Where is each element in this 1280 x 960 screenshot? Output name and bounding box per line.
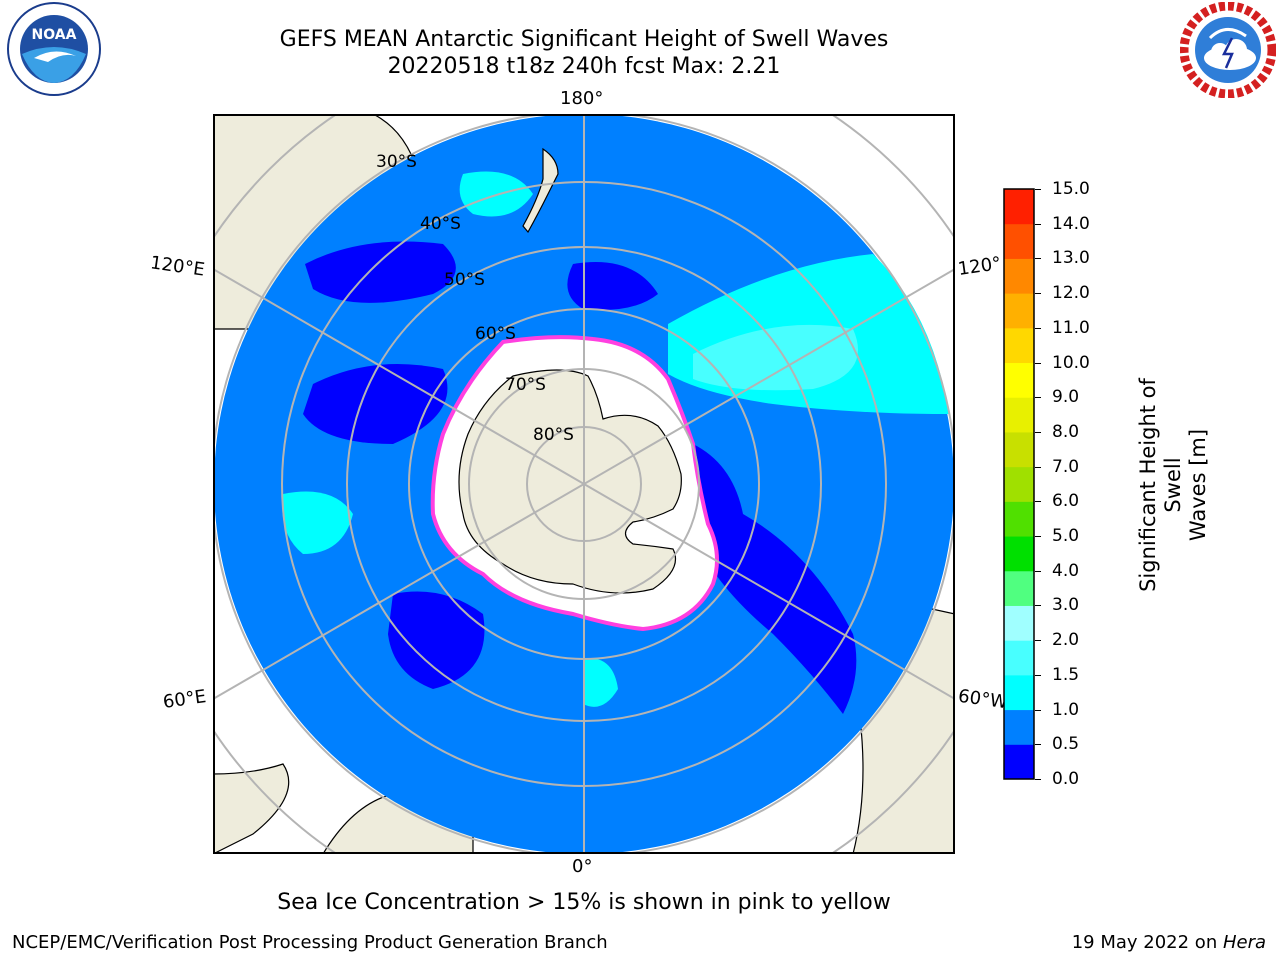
colorbar-tick-label: 11.0 — [1052, 317, 1090, 338]
colorbar-tick-label: 2.0 — [1052, 630, 1080, 651]
colorbar-segment — [1004, 258, 1034, 294]
colorbar-tick — [1035, 189, 1041, 190]
noaa-logo: NOAA — [7, 2, 101, 96]
colorbar-tick — [1035, 779, 1041, 780]
colorbar-tick — [1035, 536, 1041, 538]
colorbar-tick — [1035, 570, 1041, 572]
colorbar-tick-label: 0.0 — [1052, 769, 1080, 789]
colorbar-label-line2: Waves [m] — [1186, 428, 1210, 542]
colorbar-segment — [1004, 536, 1034, 572]
colorbar-tick-label: 5.0 — [1052, 526, 1080, 547]
colorbar-frame — [1003, 188, 1035, 780]
colorbar-tick — [1035, 397, 1041, 399]
lat-label-80: 80°S — [533, 425, 574, 445]
lon-label-bottom: 0° — [572, 856, 593, 877]
colorbar-tick-label: 6.0 — [1052, 491, 1080, 512]
colorbar-label-line1: Significant Height of Swell — [1136, 378, 1185, 592]
colorbar-tick-label: 8.0 — [1052, 421, 1080, 442]
polar-map — [213, 114, 955, 854]
colorbar-tick — [1035, 640, 1041, 642]
colorbar-segment — [1004, 570, 1034, 606]
antarctica — [458, 369, 682, 594]
colorbar-segment — [1004, 605, 1034, 641]
colorbar-tick — [1035, 327, 1041, 329]
moderate-swell-regions — [282, 171, 949, 707]
colorbar-tick — [1035, 293, 1041, 295]
lon-label-upper-left: 120°E — [148, 252, 206, 281]
colorbar — [1003, 188, 1035, 780]
graticule — [213, 114, 955, 854]
colorbar-segment — [1004, 397, 1034, 433]
colorbar-tick-label: 7.0 — [1052, 456, 1080, 477]
colorbar-segment — [1004, 709, 1034, 745]
colorbar-tick — [1035, 674, 1041, 676]
colorbar-segment — [1004, 362, 1034, 398]
colorbar-tick-label: 0.5 — [1052, 734, 1080, 755]
colorbar-segment — [1004, 189, 1034, 225]
chart-title: GEFS MEAN Antarctic Significant Height o… — [279, 27, 889, 52]
colorbar-tick — [1035, 709, 1041, 711]
footer-date: 19 May 2022 on Hera — [1072, 932, 1266, 953]
colorbar-tick-label: 1.0 — [1052, 699, 1080, 720]
chart-subtitle: 20220518 t18z 240h fcst Max: 2.21 — [387, 54, 781, 79]
lat-label-40: 40°S — [420, 214, 461, 234]
lat-label-60: 60°S — [475, 324, 516, 344]
colorbar-segment — [1004, 327, 1034, 364]
footer-date-text: 19 May 2022 on — [1071, 932, 1223, 953]
colorbar-tick-label: 13.0 — [1052, 248, 1090, 269]
colorbar-tick-label: 3.0 — [1052, 595, 1080, 616]
colorbar-segment — [1004, 674, 1034, 711]
colorbar-tick-label: 1.5 — [1052, 664, 1080, 685]
sea-ice-note: Sea Ice Concentration > 15% is shown in … — [277, 890, 891, 915]
colorbar-tick-label: 10.0 — [1052, 352, 1090, 373]
colorbar-segment — [1004, 293, 1034, 329]
colorbar-tick — [1035, 605, 1041, 607]
footer-host: Hera — [1222, 932, 1266, 953]
colorbar-segment — [1004, 640, 1034, 676]
lat-label-50: 50°S — [444, 270, 485, 290]
colorbar-tick — [1035, 258, 1041, 260]
lon-label-upper-right: 120° — [956, 253, 1003, 280]
colorbar-segment — [1004, 223, 1034, 259]
colorbar-tick — [1035, 744, 1041, 746]
noaa-logo-text: NOAA — [32, 27, 77, 43]
footer-credit: NCEP/EMC/Verification Post Processing Pr… — [12, 932, 608, 953]
colorbar-tick — [1035, 223, 1041, 225]
colorbar-tick — [1035, 431, 1041, 433]
colorbar-tick — [1035, 501, 1041, 503]
colorbar-tick-label: 14.0 — [1052, 213, 1090, 234]
lon-label-top: 180° — [560, 88, 604, 109]
colorbar-tick-label: 4.0 — [1052, 560, 1080, 581]
colorbar-tick — [1035, 362, 1041, 364]
colorbar-label: Significant Height of Swell Waves [m] — [1136, 365, 1211, 605]
lon-label-lower-right: 60°W — [956, 685, 1009, 714]
colorbar-tick — [1035, 466, 1041, 468]
lat-label-30: 30°S — [376, 152, 417, 172]
colorbar-segment — [1004, 744, 1034, 780]
colorbar-tick-label: 9.0 — [1052, 387, 1080, 408]
colorbar-segment — [1004, 431, 1034, 468]
lon-label-lower-left: 60°E — [161, 686, 208, 713]
map-frame — [213, 114, 955, 854]
colorbar-segment — [1004, 466, 1034, 502]
new-zealand — [522, 147, 559, 234]
colorbar-tick-label: 15.0 — [1052, 179, 1090, 199]
low-swell-regions — [303, 241, 857, 714]
lat-label-70: 70°S — [505, 375, 546, 395]
nws-logo — [1180, 2, 1276, 98]
colorbar-segment — [1004, 501, 1034, 537]
colorbar-tick-label: 12.0 — [1052, 283, 1090, 304]
